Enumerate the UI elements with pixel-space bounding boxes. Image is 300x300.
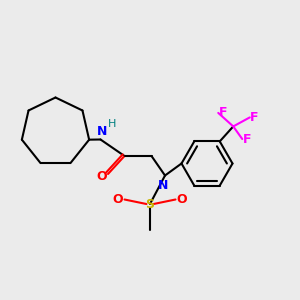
Text: N: N — [158, 179, 169, 192]
Text: N: N — [97, 125, 107, 138]
Text: O: O — [177, 193, 188, 206]
Text: F: F — [242, 133, 251, 146]
Text: H: H — [108, 119, 116, 129]
Text: O: O — [96, 170, 107, 183]
Text: F: F — [218, 106, 227, 119]
Text: O: O — [112, 193, 123, 206]
Text: F: F — [250, 111, 259, 124]
Text: S: S — [146, 197, 154, 211]
